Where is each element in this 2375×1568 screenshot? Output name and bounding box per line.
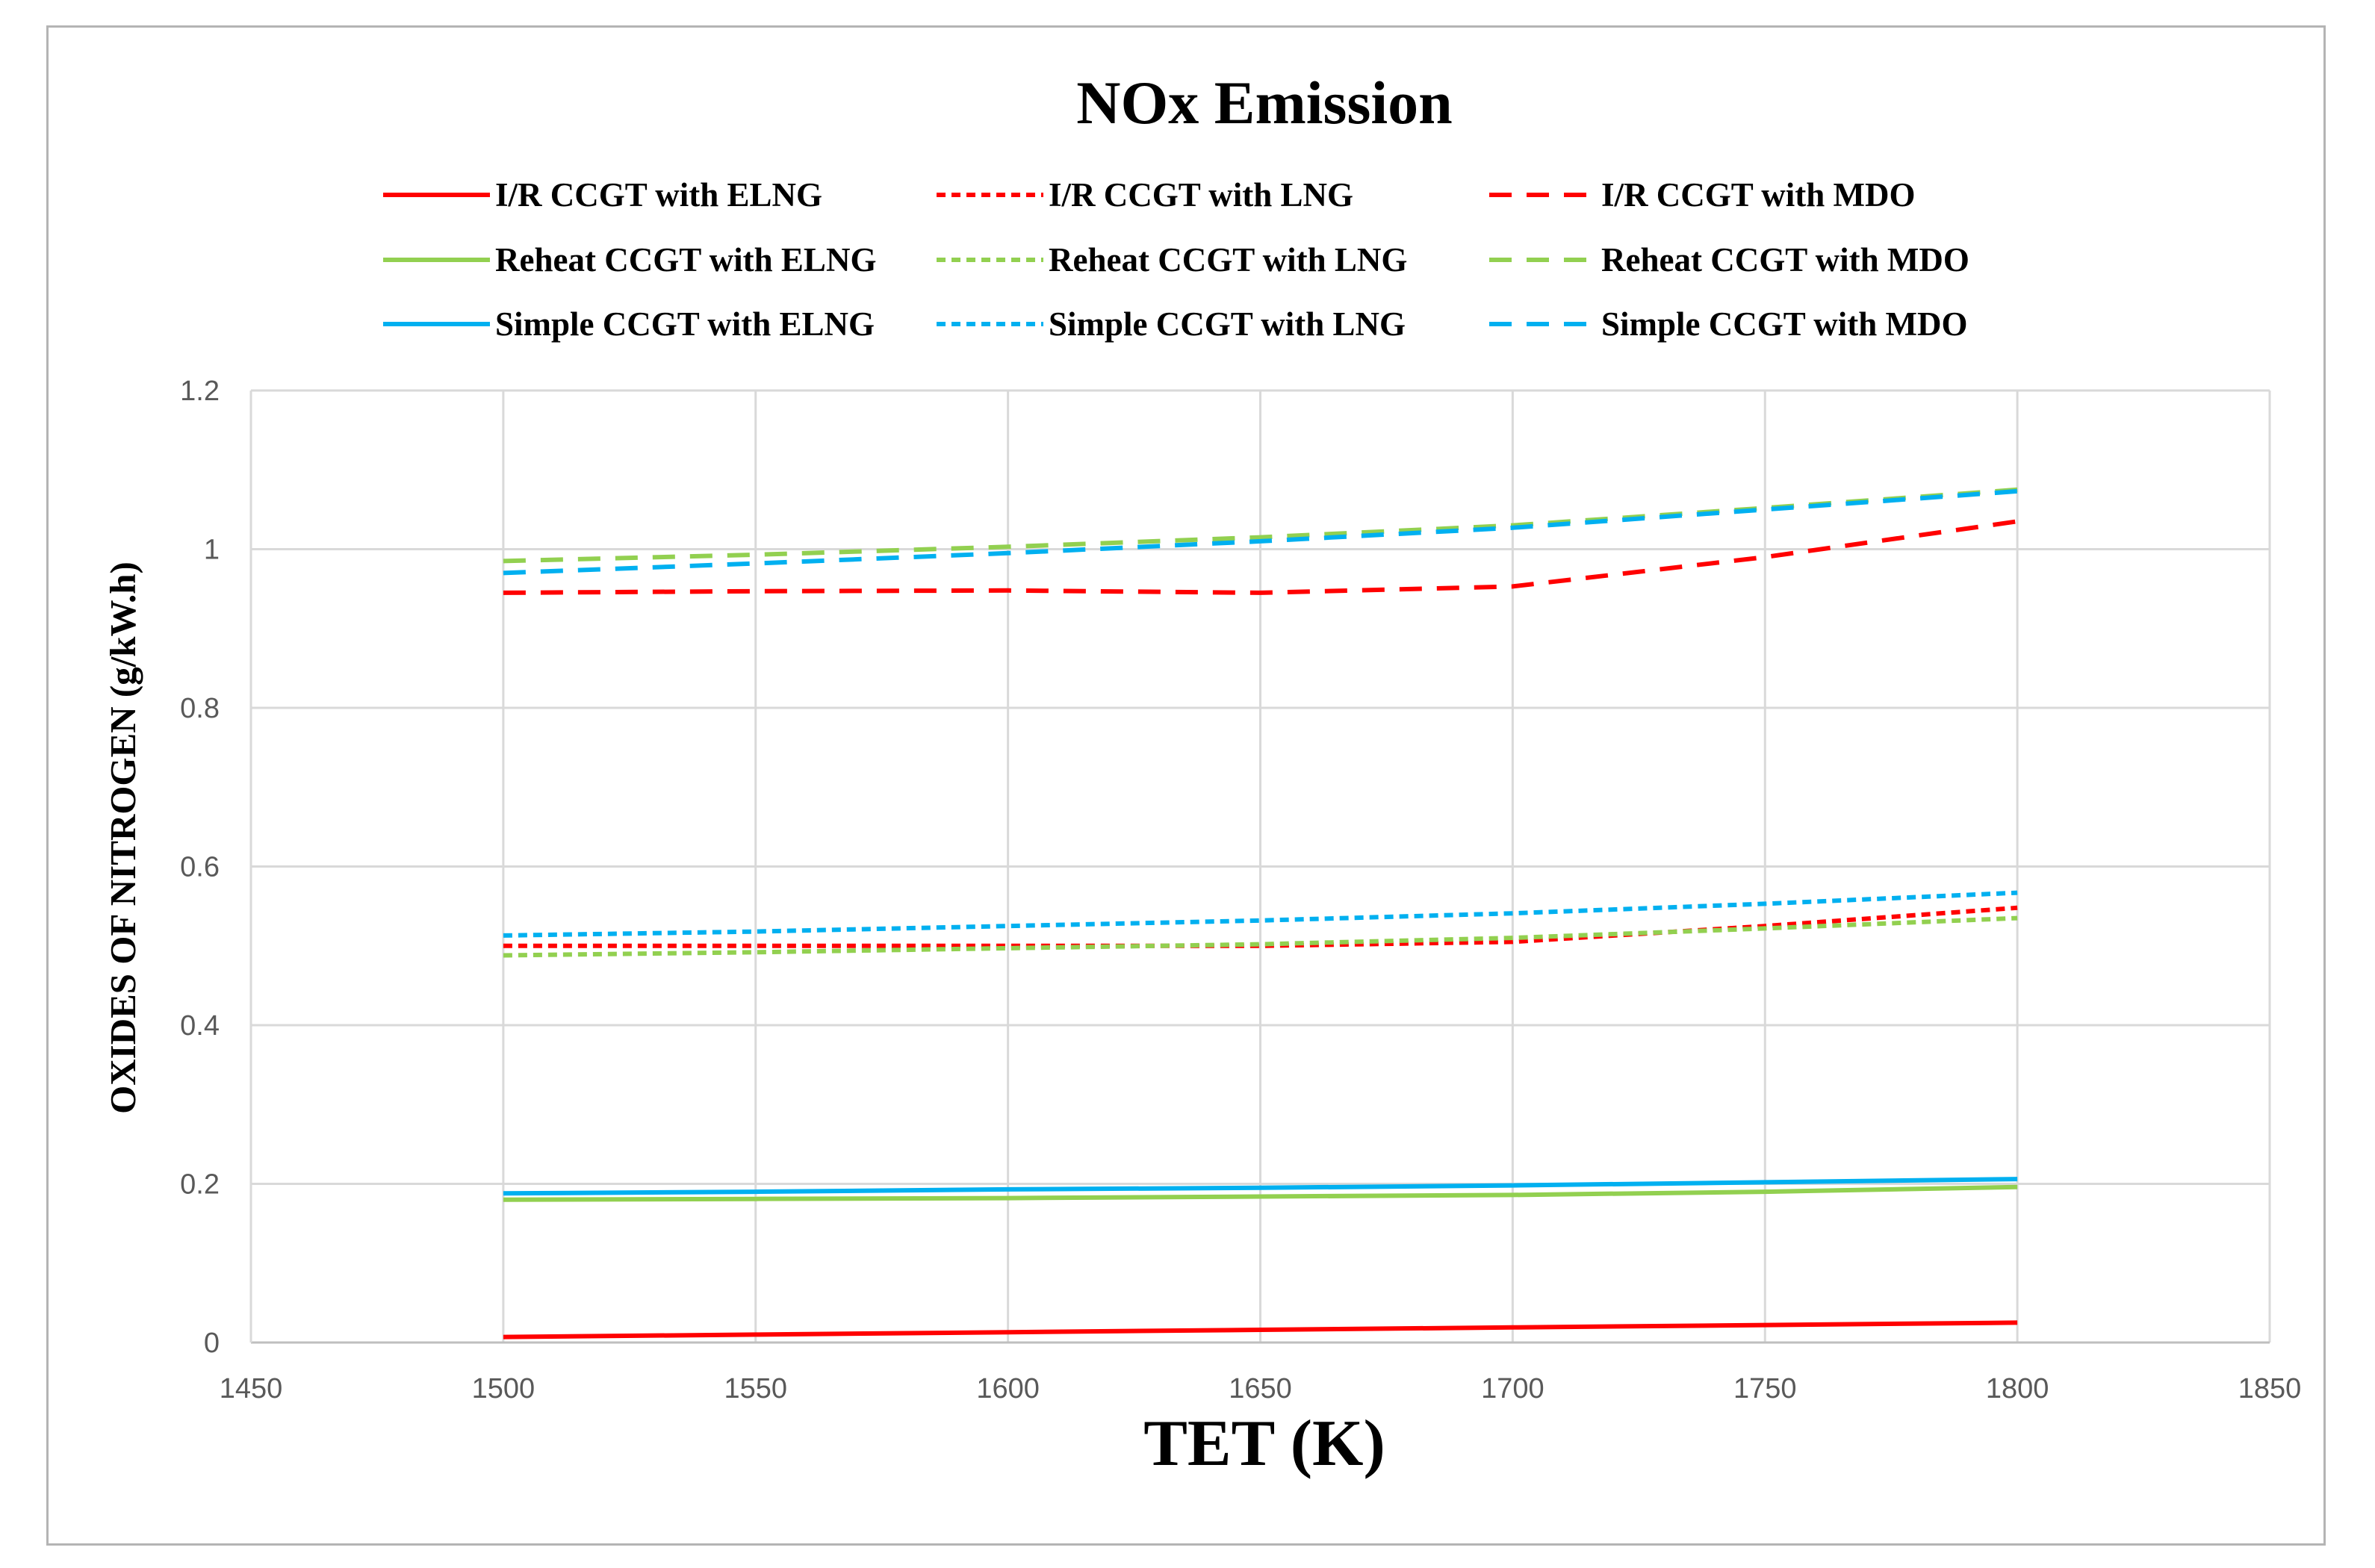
y-tick-label: 0.6 [180,852,220,883]
legend-label: Reheat CCGT with LNG [1049,241,1407,279]
series-line [503,488,2018,576]
chart-canvas: NOx Emission I/R CCGT with ELNG I/R CCGT … [102,69,2302,1480]
legend-label: Simple CCGT with ELNG [495,305,875,343]
legend-label: Reheat CCGT with ELNG [495,241,876,279]
y-tick-label: 1 [204,535,220,566]
y-axis-title: OXIDES OF NITROGEN (g/kW.h) [102,561,143,1114]
y-tick-label: 0 [204,1328,220,1359]
gridlines [251,389,2271,1343]
x-tick-label: 1650 [1229,1373,1292,1404]
legend-label: I/R CCGT with ELNG [495,176,822,214]
x-tick-label: 1850 [2238,1373,2302,1404]
x-tick-labels: 1450 1500 1550 1600 1650 1700 1750 1800 1850 [220,1373,2302,1404]
series-line [503,487,2018,564]
series-line [503,1177,2018,1196]
legend-label: I/R CCGT with MDO [1601,176,1915,214]
series-line [503,1184,2018,1202]
x-tick-label: 1750 [1733,1373,1797,1404]
chart-frame: NOx Emission I/R CCGT with ELNG I/R CCGT … [46,25,2326,1546]
series-line [503,890,2018,938]
y-tick-labels: 0 0.2 0.4 0.6 0.8 1 1.2 [180,376,220,1359]
series-line [503,915,2018,958]
x-tick-label: 1500 [472,1373,535,1404]
y-tick-label: 1.2 [180,376,220,407]
series-line [503,519,2018,595]
y-tick-label: 0.8 [180,693,220,724]
x-tick-label: 1700 [1481,1373,1544,1404]
axes [249,391,2270,1344]
legend-label: Reheat CCGT with MDO [1601,241,1969,279]
legend-label: Simple CCGT with LNG [1049,305,1406,343]
x-tick-label: 1450 [220,1373,283,1404]
x-tick-label: 1600 [976,1373,1040,1404]
x-axis-title: TET (K) [1143,1407,1385,1480]
series-line [503,905,2018,948]
legend: I/R CCGT with ELNG I/R CCGT with LNG I/R C… [383,176,1969,343]
legend-label: I/R CCGT with LNG [1049,176,1353,214]
x-tick-label: 1800 [1986,1373,2049,1404]
chart-title: NOx Emission [1076,69,1453,137]
series-line [503,1320,2018,1340]
series-lines [503,487,2018,1340]
y-tick-label: 0.4 [180,1010,220,1042]
y-tick-label: 0.2 [180,1169,220,1201]
x-tick-label: 1550 [724,1373,787,1404]
legend-label: Simple CCGT with MDO [1601,305,1967,343]
